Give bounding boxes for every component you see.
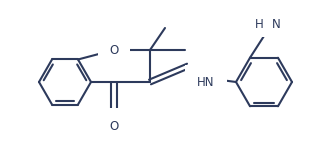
Text: H: H (255, 18, 264, 31)
Text: O: O (109, 120, 119, 133)
Text: O: O (109, 44, 119, 57)
Text: N: N (272, 18, 281, 31)
Text: HN: HN (197, 77, 215, 89)
Text: 2: 2 (265, 18, 270, 27)
